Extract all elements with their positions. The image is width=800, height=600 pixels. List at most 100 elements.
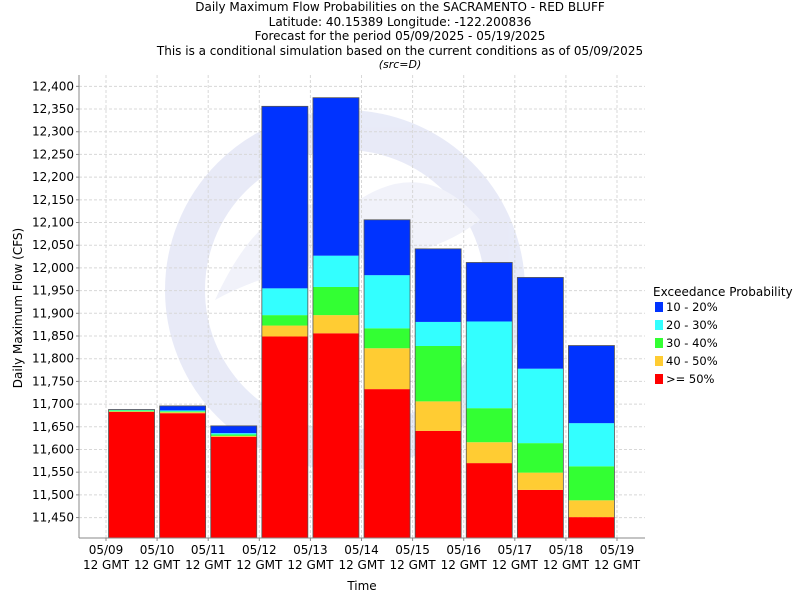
bar-segment-p40_50 [568,500,615,518]
bar-segment-p40_50 [159,412,206,414]
y-tick-label: 11,950 [32,284,74,298]
legend-swatch-p20_30 [655,320,663,330]
bar-segment-p10_20 [312,97,359,256]
x-tick-label-time: 12 GMT [594,558,641,572]
bar-segment-p10_20 [466,262,513,322]
x-tick-label-time: 12 GMT [134,558,181,572]
y-tick-label: 11,900 [32,306,74,320]
legend-label-p50: >= 50% [666,372,715,386]
x-tick-label-time: 12 GMT [83,558,130,572]
bar-segment-p50 [210,436,257,538]
bar-segment-p30_40 [568,466,615,501]
legend-label-p20_30: 20 - 30% [666,318,718,332]
x-tick-label-time: 12 GMT [185,558,232,572]
y-tick-label: 11,700 [32,397,74,411]
legend-title: Exceedance Probability [653,285,793,299]
chart-title: Daily Maximum Flow Probabilities on the … [195,0,605,14]
y-tick-label: 12,150 [32,193,74,207]
bar-segment-p50 [568,517,615,538]
y-tick-label: 11,550 [32,465,74,479]
bar-segment-p40_50 [261,325,308,337]
y-axis-label: Daily Maximum Flow (CFS) [11,228,25,388]
chart-subtitle-conditions: This is a conditional simulation based o… [156,43,644,58]
bar-segment-p50 [108,411,155,538]
y-tick-label: 12,200 [32,170,74,184]
bar-segment-p30_40 [108,410,155,412]
y-axis-ticks: 11,450 11,500 11,550 11,600 11,650 11,700 11,7… [32,79,79,525]
legend: Exceedance Probability 10 - 20% 20 - 30% 3… [653,285,793,386]
chart-source-note: (src=D) [378,58,422,71]
chart-subtitle-location: Latitude: 40.15389 Longitude: -122.20083… [268,14,532,29]
bar-segment-p10_20 [415,248,462,322]
bar-segment-p10_20 [364,219,411,276]
bar-segment-p40_50 [312,315,359,334]
x-tick-label-date: 05/18 [549,543,584,557]
bar-stack-05-18 [568,345,615,539]
bar-segment-p20_30 [466,321,513,409]
bar-segment-p20_30 [568,423,615,467]
bar-stack-05-16 [465,262,513,539]
x-axis-label: Time [346,579,376,593]
bar-segment-p40_50 [466,442,513,464]
bar-segment-p50 [517,489,564,538]
bar-segment-p40_50 [210,435,257,437]
x-tick-label-time: 12 GMT [236,558,283,572]
bar-segment-p30_40 [466,408,513,443]
bar-segment-p30_40 [364,328,411,349]
bar-segment-p30_40 [210,434,257,436]
bar-segment-p10_20 [517,277,564,369]
bar-segment-p20_30 [312,255,359,287]
legend-swatch-p40_50 [655,356,663,366]
bar-segment-p10_20 [261,106,308,289]
x-tick-label-date: 05/10 [140,543,175,557]
bar-segment-p30_40 [517,443,564,473]
y-tick-label: 11,450 [32,511,74,525]
bar-segment-p20_30 [415,321,462,346]
y-tick-label: 11,750 [32,374,74,388]
y-tick-label: 11,650 [32,420,74,434]
x-tick-label-time: 12 GMT [287,558,334,572]
bar-segment-p20_30 [261,288,308,316]
x-tick-label-date: 05/15 [395,543,430,557]
bar-segment-p50 [159,413,206,538]
legend-swatch-p50 [655,374,663,384]
y-tick-label: 12,250 [32,147,74,161]
x-tick-label-time: 12 GMT [390,558,437,572]
x-tick-label-time: 12 GMT [492,558,539,572]
x-tick-label-date: 05/11 [191,543,226,557]
x-tick-label-date: 05/14 [344,543,379,557]
bar-segment-p50 [415,430,462,538]
legend-label-p10_20: 10 - 20% [666,300,718,314]
bar-segment-p30_40 [415,345,462,402]
bar-stack-05-09 [108,409,155,539]
bar-segment-p10_20 [568,345,615,424]
chart-titles: Daily Maximum Flow Probabilities on the … [0,0,800,73]
legend-swatch-p30_40 [655,338,663,348]
y-tick-label: 12,000 [32,261,74,275]
x-tick-label-date: 05/13 [293,543,328,557]
bar-stack-05-15 [414,248,462,539]
y-tick-label: 12,300 [32,125,74,139]
chart-subtitle-period: Forecast for the period 05/09/2025 - 05/… [254,29,546,43]
legend-swatch-p10_20 [655,302,663,312]
bar-stacks [108,97,615,539]
bar-segment-p30_40 [159,411,206,413]
y-tick-label: 12,050 [32,238,74,252]
bar-segment-p40_50 [364,348,411,390]
bar-segment-p40_50 [415,401,462,431]
x-tick-label-time: 12 GMT [338,558,385,572]
bar-segment-p50 [364,389,411,538]
y-tick-label: 11,600 [32,442,74,456]
x-tick-label-date: 05/17 [498,543,533,557]
bar-segment-p20_30 [159,410,206,412]
bar-stack-05-11 [210,425,258,539]
bar-segment-p10_20 [210,425,257,434]
bar-segment-p20_30 [517,368,564,444]
bar-segment-p30_40 [312,286,359,316]
y-tick-label: 12,100 [32,216,74,230]
y-tick-label: 11,500 [32,488,74,502]
bar-segment-p10_20 [159,405,206,411]
bar-stack-05-10 [159,405,207,539]
legend-label-p40_50: 40 - 50% [666,354,718,368]
